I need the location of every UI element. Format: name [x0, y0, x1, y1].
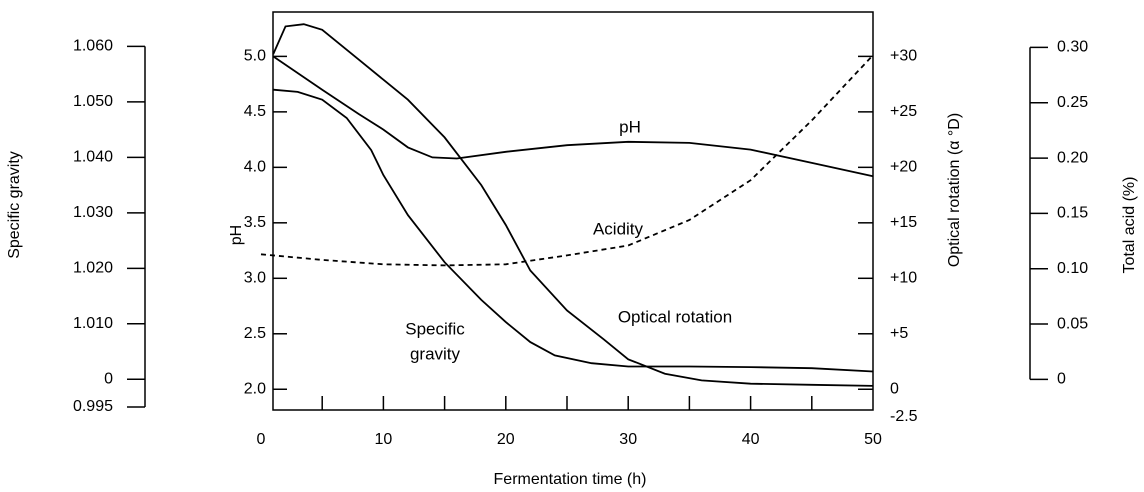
x-tick-label: 40	[742, 431, 760, 448]
specific-gravity-tick-label: 1.040	[73, 149, 113, 166]
x-axis-label: Fermentation time (h)	[494, 471, 647, 488]
total-acid-tick-label: 0.30	[1057, 39, 1088, 56]
specific-gravity-tick-label: 1.050	[73, 93, 113, 110]
total-acid-axis-label: Total acid (%)	[1121, 177, 1138, 274]
total-acid-tick-label: 0.15	[1057, 205, 1088, 222]
annotation: Specific	[405, 319, 465, 338]
optical-rotation-tick-label: +5	[890, 325, 908, 342]
ph-tick-label: 4.5	[244, 103, 266, 120]
total-acid-tick-label: 0	[1057, 371, 1066, 388]
specific-gravity-axis-label: Specific gravity	[6, 151, 23, 259]
x-tick-label: 20	[497, 431, 515, 448]
specific-gravity-tick-label: 0	[104, 370, 113, 387]
curve-line	[260, 54, 874, 267]
optical-rotation-tick-label: 0	[890, 380, 899, 397]
x-tick-label: 30	[619, 431, 637, 448]
optical-rotation-tick-label: +30	[890, 48, 917, 65]
optical-rotation-tick-label: +20	[890, 159, 917, 176]
ph-tick-label: 5.0	[244, 48, 266, 65]
ph-tick-label: 2.5	[244, 325, 266, 342]
optical-rotation-tick-label: -2.5	[890, 408, 918, 425]
ph-tick-label: 3.0	[244, 270, 266, 287]
ph-tick-label: 3.5	[244, 214, 266, 231]
curve-line	[272, 23, 874, 387]
ph-tick-label: 2.0	[244, 380, 266, 397]
annotation: Optical rotation	[618, 307, 732, 326]
ph-tick-label: 4.0	[244, 159, 266, 176]
total-acid-tick-label: 0.20	[1057, 149, 1088, 166]
annotation: Acidity	[593, 219, 644, 238]
optical-rotation-tick-label: +25	[890, 103, 917, 120]
annotation: gravity	[410, 344, 461, 363]
ph-axis-label: pH	[228, 225, 245, 245]
optical-rotation-tick-label: +15	[890, 214, 917, 231]
specific-gravity-tick-label: 1.060	[73, 38, 113, 55]
specific-gravity-tick-label: 1.020	[73, 260, 113, 277]
total-acid-tick-label: 0.25	[1057, 94, 1088, 111]
x-tick-label: 50	[864, 431, 882, 448]
specific-gravity-tick-label: 1.010	[73, 315, 113, 332]
optical-rotation-axis-label: Optical rotation (α °D)	[946, 113, 963, 267]
plot-frame	[272, 11, 874, 411]
total-acid-tick-label: 0.10	[1057, 260, 1088, 277]
curve-line	[273, 88, 874, 373]
annotation: pH	[619, 117, 641, 136]
x-tick-label: 10	[375, 431, 393, 448]
total-acid-tick-label: 0.05	[1057, 315, 1088, 332]
curve-line	[272, 55, 874, 178]
specific-gravity-tick-label: 1.030	[73, 204, 113, 221]
x-tick-label: 0	[257, 431, 266, 448]
optical-rotation-tick-label: +10	[890, 270, 917, 287]
specific-gravity-tick-label: 0.995	[73, 398, 113, 415]
